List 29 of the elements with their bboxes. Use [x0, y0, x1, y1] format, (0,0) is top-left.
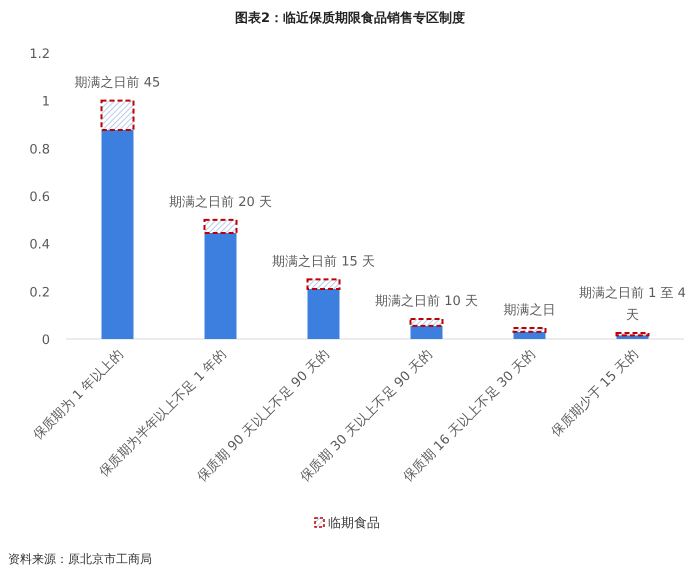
- legend: 临期食品: [314, 516, 380, 531]
- bar: [616, 332, 650, 336]
- bar: [512, 327, 546, 333]
- bar: [204, 218, 238, 234]
- y-tick-label: 0: [42, 333, 50, 348]
- bar: [306, 278, 340, 290]
- y-tick-label: 1.2: [29, 47, 50, 62]
- bar: [410, 318, 444, 327]
- bar: [204, 232, 236, 339]
- chart-title: 图表2：临近保质期限食品销售专区制度: [234, 10, 466, 26]
- x-tick-label: 保质期少于 15 天的: [548, 347, 642, 440]
- data-label: 期满之日前 1 至 4 天: [579, 286, 686, 324]
- y-tick-label: 0.2: [29, 285, 50, 300]
- y-tick-label: 0.8: [29, 142, 50, 158]
- bar: [102, 130, 134, 339]
- data-label: 期满之日前 15 天: [272, 254, 375, 270]
- legend-label: 临期食品: [328, 516, 380, 531]
- y-tick-label: 0.4: [29, 238, 50, 253]
- y-tick-label: 0.6: [29, 190, 50, 205]
- text: 资料来源：原北京市工商局: [8, 552, 152, 566]
- x-tick-label: 保质期为 1 年以上的: [30, 347, 126, 444]
- data-label: 期满之日前 20 天: [169, 194, 272, 210]
- bar: [410, 326, 442, 339]
- y-tick-label: 1: [42, 94, 50, 110]
- data-label: 期满之日前 10 天: [375, 294, 478, 309]
- bar: [308, 288, 340, 339]
- bar: [100, 100, 134, 131]
- data-label: 期满之日前 45: [74, 76, 160, 91]
- data-label: 期满之日: [504, 303, 556, 318]
